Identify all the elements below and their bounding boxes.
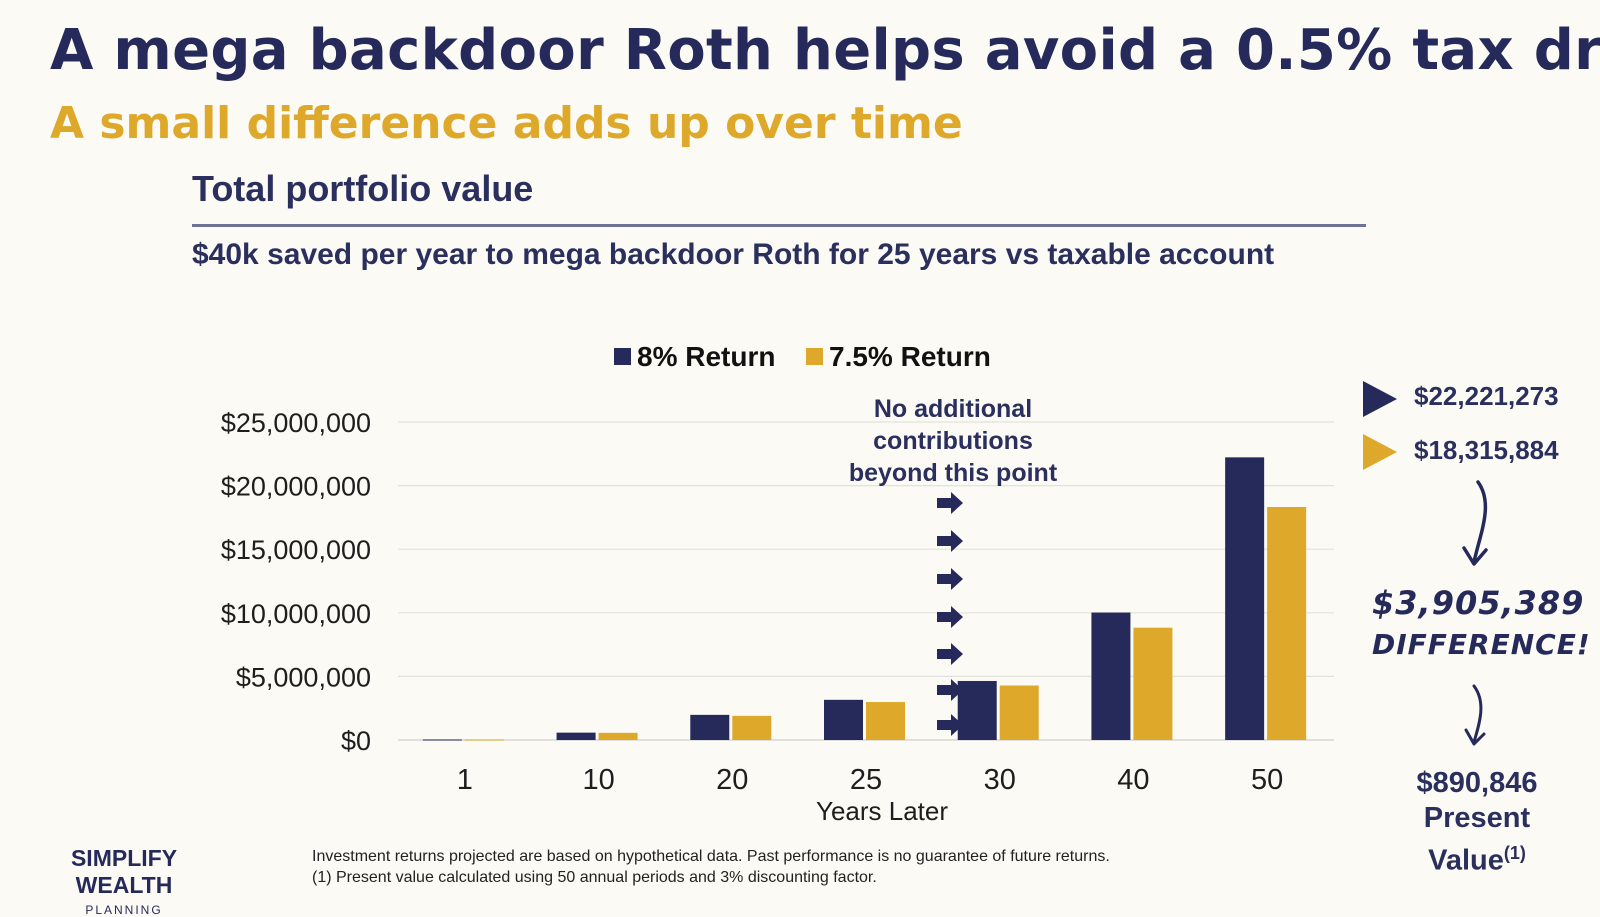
bar-navy [690,714,730,740]
bar-navy [422,739,462,741]
x-tick-label: 10 [582,764,614,796]
curved-arrow-down-icon [1462,480,1488,566]
bar-gold [866,702,905,740]
contribution-note: No additional contributions beyond this … [828,393,1078,489]
brand-name: SIMPLIFY WEALTH [70,845,178,898]
section-divider [192,224,1366,227]
x-tick-label: 50 [1251,764,1283,796]
end-value-8: $22,221,273 [1414,381,1559,411]
bar-navy [957,680,997,740]
present-value-marker: (1) [1503,843,1526,863]
legend-swatch [806,348,823,365]
gold-triangle-icon [1363,434,1397,470]
bar-navy [1225,457,1265,740]
x-tick-label: 20 [716,764,748,796]
bar-gold [464,739,504,741]
right-arrow-icon [937,679,963,701]
legend-swatch [614,348,631,365]
brand-tagline: PLANNING [85,903,163,917]
right-arrow-icon [937,606,963,628]
x-tick-label: 30 [984,764,1016,796]
y-tick-label: $25,000,000 [221,408,371,438]
bar-gold [1133,627,1173,740]
bar-gold [598,732,638,740]
y-tick-label: $5,000,000 [236,662,371,692]
x-tick-label: 40 [1117,764,1149,796]
page-title: A mega backdoor Roth helps avoid a 0.5% … [50,18,1600,83]
right-arrow-icon [937,568,963,590]
bar-gold [999,685,1039,740]
x-tick-label: 1 [457,764,473,796]
chart-description: $40k saved per year to mega backdoor Rot… [192,238,1275,271]
y-tick-label: $10,000,000 [221,599,371,629]
present-value-label: Present Value(1) [1423,802,1531,877]
legend-label: 8% Return [637,341,775,372]
footnote-disclaimer: Investment returns projected are based o… [312,848,1110,865]
legend-label: 7.5% Return [829,341,991,372]
bar-navy [1091,612,1131,740]
y-tick-label: $20,000,000 [221,472,371,502]
curved-arrow-down-icon-2 [1464,684,1486,746]
page-subtitle: A small difference adds up over time [50,98,963,149]
end-value-75: $18,315,884 [1414,435,1559,465]
present-value: $890,846 Present Value(1) [1372,766,1582,879]
right-arrow-icon [937,643,963,665]
footnote-present-value: (1) Present value calculated using 50 an… [312,869,877,886]
y-tick-label: $15,000,000 [221,535,371,565]
section-title: Total portfolio value [192,168,534,209]
bar-gold [1267,507,1307,740]
footnotes: Investment returns projected are based o… [312,846,1110,888]
right-arrow-icon [937,530,963,552]
difference-label: DIFFERENCE! [1372,628,1591,661]
right-arrow-icon [937,492,963,514]
navy-triangle-icon [1363,381,1397,417]
present-value-amount: $890,846 [1416,767,1538,799]
bar-navy [824,699,863,740]
right-arrow-icon [937,714,963,736]
x-tick-label: 25 [850,764,882,796]
bar-gold [732,715,772,740]
contribution-note-text: No additional contributions beyond this … [848,395,1058,487]
brand-logo: SIMPLIFY WEALTH PLANNING [24,845,224,917]
y-tick-label: $0 [341,726,371,756]
difference-value: $3,905,389 [1372,584,1585,622]
bar-navy [556,732,596,740]
x-axis-label: Years Later [816,796,948,826]
